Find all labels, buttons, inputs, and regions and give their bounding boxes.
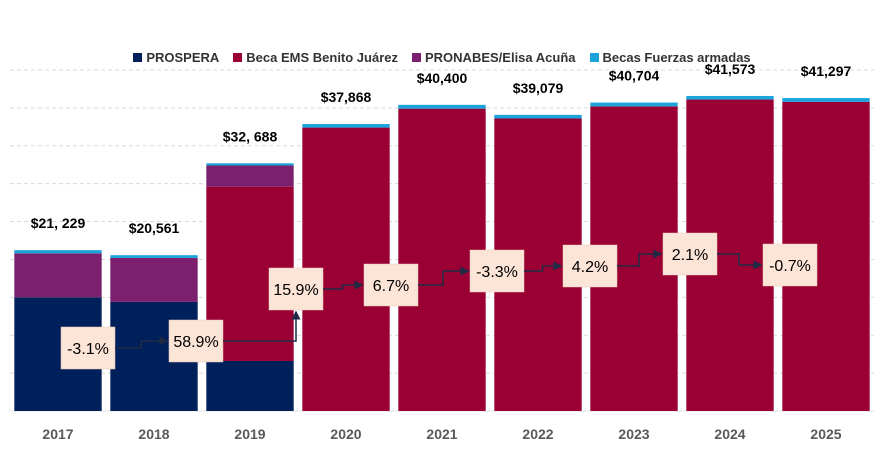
growth-connector-arrow	[524, 261, 563, 272]
bar-segment	[590, 102, 678, 107]
x-tick-label: 2023	[618, 426, 649, 442]
x-tick-label: 2024	[714, 426, 745, 442]
growth-connector-arrow	[418, 266, 470, 286]
bar-segment	[782, 98, 870, 102]
total-label: $21, 229	[31, 215, 86, 231]
legend-item: Becas Fuerzas armadas	[589, 50, 751, 65]
total-label: $40,400	[417, 70, 468, 86]
growth-label-box	[562, 244, 618, 288]
growth-label: 4.2%	[572, 259, 608, 276]
x-tick-label: 2019	[234, 426, 265, 442]
x-tick-label: 2020	[330, 426, 361, 442]
bar-segment	[686, 95, 774, 100]
bar-segment	[110, 255, 198, 258]
legend-swatch	[133, 53, 143, 62]
bar-segment	[398, 104, 486, 109]
x-tick-label: 2017	[42, 426, 73, 442]
growth-connector-arrow	[617, 249, 663, 267]
x-tick-label: 2018	[138, 426, 169, 442]
legend-item: PROSPERA	[133, 50, 219, 65]
growth-label: 6.7%	[373, 278, 409, 295]
legend-label: Beca EMS Benito Juárez	[246, 50, 398, 65]
growth-label-box	[363, 263, 419, 307]
legend-label: Becas Fuerzas armadas	[602, 50, 751, 65]
growth-label-box	[662, 232, 718, 276]
chart-legend: PROSPERA Beca EMS Benito Juárez PRONABES/E…	[0, 50, 884, 65]
legend-label: PRONABES/Elisa Acuña	[425, 50, 576, 65]
growth-label: 15.9%	[273, 282, 318, 299]
growth-connector-arrow	[323, 280, 364, 290]
growth-label: -3.3%	[476, 264, 518, 281]
x-tick-label: 2021	[426, 426, 457, 442]
growth-label-box	[268, 267, 324, 311]
bar-segment	[14, 250, 102, 254]
legend-swatch	[233, 53, 243, 62]
total-label: $32, 688	[223, 128, 278, 144]
total-label: $39,079	[513, 80, 564, 96]
legend-item: PRONABES/Elisa Acuña	[412, 50, 576, 65]
legend-swatch	[589, 53, 599, 62]
legend-label: PROSPERA	[146, 50, 220, 65]
legend-swatch	[412, 53, 421, 62]
growth-label: 2.1%	[672, 247, 708, 264]
growth-label: 58.9%	[173, 334, 218, 351]
growth-connector-arrow	[115, 336, 169, 349]
total-label: $37,868	[321, 89, 372, 105]
growth-label: -0.7%	[769, 258, 811, 275]
bar-segment	[14, 253, 102, 298]
growth-label: -3.1%	[67, 341, 109, 358]
growth-label-box	[60, 326, 116, 370]
bar-segment	[302, 124, 390, 128]
total-label: $40,704	[609, 68, 660, 84]
total-label: $20,561	[129, 220, 180, 236]
bar-segment	[110, 257, 198, 302]
legend-item: Beca EMS Benito Juárez	[233, 50, 398, 65]
bar-segment	[206, 163, 294, 166]
bar-segment	[494, 114, 582, 119]
bar-segment	[206, 165, 294, 187]
x-tick-label: 2022	[522, 426, 553, 442]
growth-connector-arrow	[717, 253, 763, 270]
total-label: $41,573	[705, 61, 756, 77]
x-tick-label: 2025	[810, 426, 841, 442]
growth-label-box	[469, 249, 525, 293]
growth-connector-arrow	[223, 310, 301, 342]
growth-label-box	[762, 243, 818, 287]
bar-segment	[206, 360, 294, 411]
total-label: $41,297	[801, 63, 852, 79]
